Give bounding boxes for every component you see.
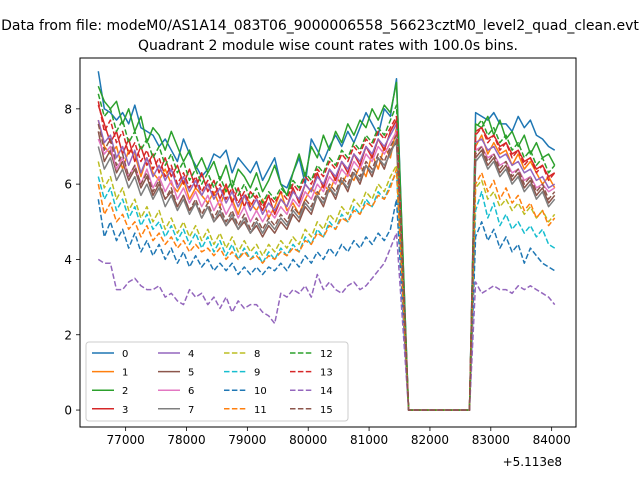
series-line-13	[97, 101, 556, 411]
series-line-7	[97, 138, 556, 411]
legend-label-1: 1	[122, 368, 128, 379]
legend-label-0: 0	[122, 349, 128, 360]
x-axis: 77000 78000 79000 80000 81000 82000 83000 84000	[107, 427, 571, 447]
y-axis: 0 2 4 6 8	[64, 102, 80, 418]
x-tick-label: 82000	[411, 433, 449, 447]
legend-label-10: 10	[254, 386, 267, 397]
legend-label-13: 13	[320, 368, 333, 379]
series-line-11	[97, 168, 556, 411]
y-tick-label: 2	[64, 328, 72, 342]
legend-label-12: 12	[320, 349, 333, 360]
legend-label-7: 7	[188, 405, 194, 416]
x-tick-label: 79000	[228, 433, 266, 447]
legend-label-14: 14	[320, 386, 333, 397]
series-line-5	[97, 131, 556, 411]
x-tick-label: 80000	[289, 433, 327, 447]
series-line-12	[97, 93, 556, 411]
series-line-15	[97, 123, 556, 411]
legend-label-3: 3	[122, 405, 128, 416]
series-line-4	[97, 119, 556, 411]
legend-label-6: 6	[188, 386, 194, 397]
x-tick-label: 83000	[472, 433, 510, 447]
series-line-6	[97, 130, 556, 411]
figure-suptitle: Data from file: modeM0/AS1A14_083T06_900…	[1, 18, 639, 34]
chart-title: Quadrant 2 module wise count rates with …	[138, 38, 518, 54]
series-line-10	[97, 198, 556, 411]
legend-label-2: 2	[122, 386, 128, 397]
x-tick-label: 78000	[167, 433, 205, 447]
y-tick-label: 8	[64, 102, 72, 116]
series-line-9	[97, 172, 556, 411]
y-tick-label: 0	[64, 404, 72, 418]
series-line-0	[97, 71, 556, 411]
legend-label-8: 8	[254, 349, 260, 360]
legend-label-5: 5	[188, 368, 194, 379]
legend-label-11: 11	[254, 405, 267, 416]
legend-frame	[85, 341, 349, 422]
series-line-8	[97, 161, 556, 411]
series-line-14	[97, 232, 556, 411]
axes-frame	[79, 57, 577, 428]
legend-label-15: 15	[320, 405, 333, 416]
x-tick-label: 81000	[350, 433, 388, 447]
legend-label-4: 4	[188, 349, 194, 360]
x-offset-label: +5.113e8	[503, 455, 562, 469]
x-tick-label: 77000	[107, 433, 145, 447]
plot-area	[97, 71, 556, 411]
y-tick-label: 6	[64, 178, 72, 192]
legend-label-9: 9	[254, 368, 260, 379]
x-tick-label: 84000	[533, 433, 571, 447]
series-line-2	[97, 81, 556, 411]
y-tick-label: 4	[64, 253, 72, 267]
